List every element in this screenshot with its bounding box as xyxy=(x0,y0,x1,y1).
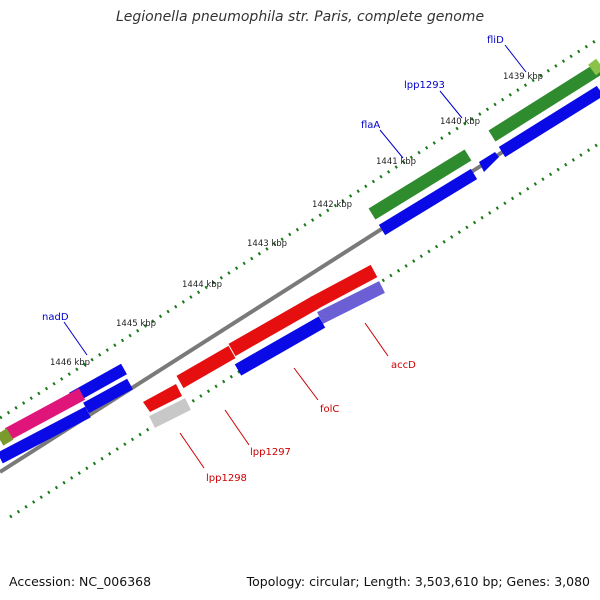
gene-block-red-1[interactable] xyxy=(310,264,378,310)
tick-label-1440kbp: 1440 kbp xyxy=(440,117,480,127)
gene-label-nadD[interactable]: nadD xyxy=(42,312,69,323)
gene-block-red-2[interactable] xyxy=(228,295,320,357)
callout-line-lpp1293 xyxy=(439,90,463,119)
gene-arrow-red[interactable] xyxy=(143,384,182,412)
callout-line-nadD xyxy=(63,321,88,356)
cds-arrow-blue-small[interactable] xyxy=(479,152,499,172)
callout-line-fliD xyxy=(504,44,527,73)
genome-backbone xyxy=(0,88,600,474)
cds-block-blue-4[interactable] xyxy=(0,406,91,464)
gene-label-lpp1298[interactable]: lpp1298 xyxy=(206,473,247,484)
forward-dotted-track xyxy=(0,36,600,420)
callout-line-folC xyxy=(293,367,319,401)
tick-label-1446kbp: 1446 kbp xyxy=(50,358,90,368)
cds-block-blue-3[interactable] xyxy=(83,378,133,414)
callout-line-lpp1297 xyxy=(224,409,250,446)
cds-block-purple-accD[interactable] xyxy=(317,281,385,324)
gene-label-folC[interactable]: folC xyxy=(320,404,339,415)
gene-label-flaA[interactable]: flaA xyxy=(361,120,380,131)
accession-label: Accession: NC_006368 xyxy=(9,574,152,589)
tick-label-1439kbp: 1439 kbp xyxy=(503,72,543,82)
gene-block-lightgreen[interactable] xyxy=(588,58,600,76)
tick-label-1442kbp: 1442 kbp xyxy=(312,200,352,210)
gene-block-olive[interactable] xyxy=(0,428,14,446)
gene-block-green-flaA[interactable] xyxy=(368,149,472,220)
gene-label-lpp1297[interactable]: lpp1297 xyxy=(250,447,291,458)
forward-features xyxy=(0,58,600,464)
cds-block-blue-1[interactable] xyxy=(498,85,600,158)
gene-label-fliD[interactable]: fliD xyxy=(487,35,504,46)
genome-summary: Topology: circular; Length: 3,503,610 bp… xyxy=(246,574,590,589)
callout-line-lpp1298 xyxy=(179,432,205,469)
reverse-features xyxy=(143,264,385,428)
gene-label-accD[interactable]: accD xyxy=(391,360,416,371)
cds-block-blue-folC[interactable] xyxy=(234,316,326,376)
gene-block-magenta[interactable] xyxy=(4,388,86,440)
gene-block-red-3[interactable] xyxy=(176,345,236,389)
tick-label-1445kbp: 1445 kbp xyxy=(116,319,156,329)
genome-title: Legionella pneumophila str. Paris, compl… xyxy=(115,9,485,25)
tick-label-1441kbp: 1441 kbp xyxy=(376,157,416,167)
tick-label-1444kbp: 1444 kbp xyxy=(182,280,222,290)
callout-line-flaA xyxy=(379,129,404,159)
gene-block-grey-lpp1298[interactable] xyxy=(149,398,191,428)
callout-line-accD xyxy=(364,322,389,357)
gene-label-lpp1293[interactable]: lpp1293 xyxy=(404,80,445,91)
tick-label-1443kbp: 1443 kbp xyxy=(247,239,287,249)
gene-block-green-fliD[interactable] xyxy=(488,62,600,142)
cds-block-blue-2[interactable] xyxy=(378,168,478,236)
